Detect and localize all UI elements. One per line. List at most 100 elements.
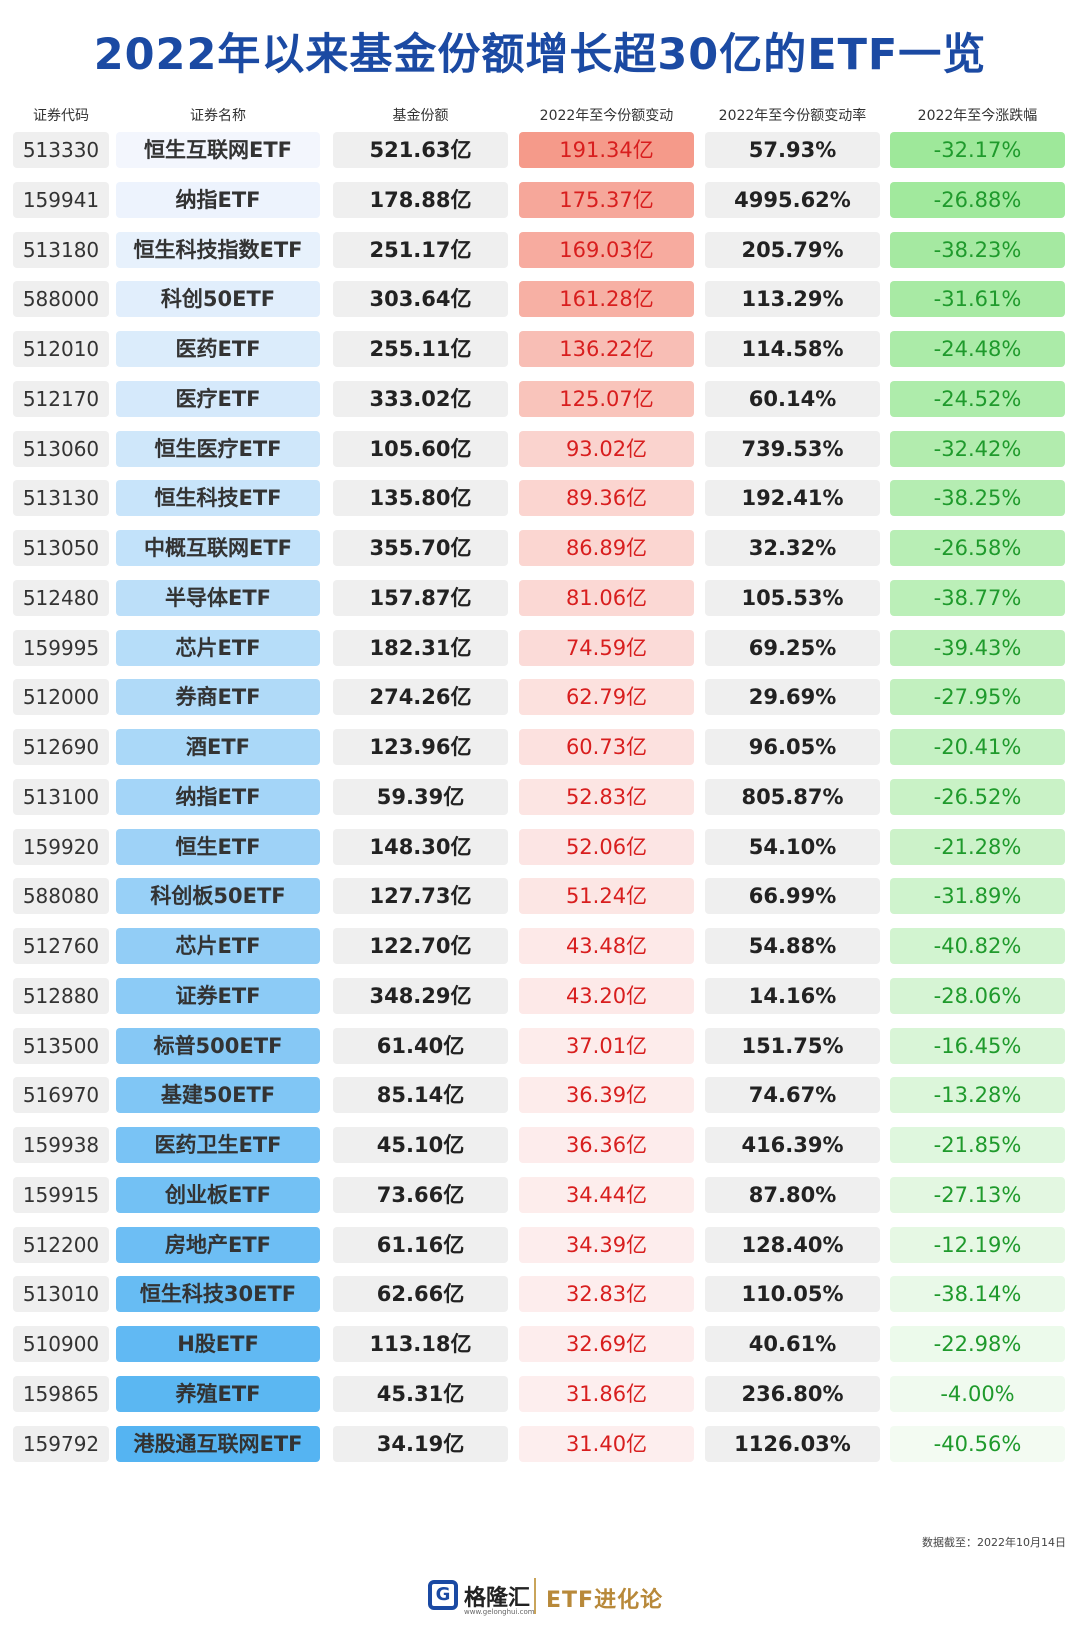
cell-share-change-rate: 14.16% (705, 977, 880, 1014)
table-row: 512760 芯片ETF 122.70亿 43.48亿 54.88% -40.82% (0, 928, 1080, 964)
cell-share-change: 34.44亿 (519, 1176, 694, 1213)
cell-name: 医药卫生ETF (116, 1127, 320, 1163)
cell-price-change: -20.41% (890, 729, 1065, 765)
cell-price-change: -31.89% (890, 878, 1065, 915)
table-row: 159915 创业板ETF 73.66亿 34.44亿 87.80% -27.13% (0, 1176, 1080, 1213)
table-row: 588000 科创50ETF 303.64亿 161.28亿 113.29% -31.61… (0, 281, 1080, 318)
cell-share-change-rate: 128.40% (705, 1226, 880, 1263)
cell-price-change: -13.28% (890, 1077, 1065, 1114)
cell-share: 45.10亿 (333, 1127, 508, 1163)
table-row: 159938 医药卫生ETF 45.10亿 36.36亿 416.39% -21.85% (0, 1127, 1080, 1163)
cell-code: 513330 (13, 132, 109, 168)
cell-share-change: 175.37亿 (519, 181, 694, 218)
header-share-change: 2022年至今份额变动 (539, 108, 674, 124)
cell-share-change-rate: 151.75% (705, 1027, 880, 1064)
cell-share: 303.64亿 (333, 281, 508, 318)
cell-code: 512760 (13, 928, 109, 964)
cell-name: H股ETF (116, 1326, 320, 1362)
cell-share-change: 32.69亿 (519, 1326, 694, 1362)
cell-name: 标普500ETF (116, 1027, 320, 1064)
table-row: 512880 证券ETF 348.29亿 43.20亿 14.16% -28.06% (0, 977, 1080, 1014)
cell-share-change: 34.39亿 (519, 1226, 694, 1263)
cell-share-change: 52.83亿 (519, 778, 694, 815)
cell-share: 62.66亿 (333, 1276, 508, 1313)
cell-share-change-rate: 54.10% (705, 828, 880, 865)
cell-code: 512480 (13, 579, 109, 616)
cell-name: 房地产ETF (116, 1226, 320, 1263)
cell-price-change: -32.42% (890, 430, 1065, 467)
table-row: 513050 中概互联网ETF 355.70亿 86.89亿 32.32% -26.58% (0, 530, 1080, 566)
cell-share-change-rate: 32.32% (705, 530, 880, 566)
cell-share: 251.17亿 (333, 231, 508, 268)
cell-share-change-rate: 114.58% (705, 331, 880, 367)
cell-price-change: -16.45% (890, 1027, 1065, 1064)
cell-code: 513130 (13, 480, 109, 517)
cell-price-change: -38.77% (890, 579, 1065, 616)
cell-share-change-rate: 96.05% (705, 729, 880, 765)
cell-share-change: 74.59亿 (519, 629, 694, 666)
cell-share-change-rate: 739.53% (705, 430, 880, 467)
cell-price-change: -40.56% (890, 1425, 1065, 1462)
cell-share: 122.70亿 (333, 928, 508, 964)
cell-share: 182.31亿 (333, 629, 508, 666)
cell-price-change: -38.25% (890, 480, 1065, 517)
cell-share-change: 43.48亿 (519, 928, 694, 964)
cell-share: 274.26亿 (333, 679, 508, 716)
cell-code: 513180 (13, 231, 109, 268)
header-share: 基金份额 (392, 108, 449, 124)
cell-code: 588000 (13, 281, 109, 318)
cell-share: 178.88亿 (333, 181, 508, 218)
cell-name: 恒生科技30ETF (116, 1276, 320, 1313)
cell-share-change-rate: 87.80% (705, 1176, 880, 1213)
cell-share-change-rate: 1126.03% (705, 1425, 880, 1462)
cell-share-change: 36.36亿 (519, 1127, 694, 1163)
cell-share: 85.14亿 (333, 1077, 508, 1114)
cell-share-change: 43.20亿 (519, 977, 694, 1014)
cell-share-change-rate: 205.79% (705, 231, 880, 268)
cell-share-change: 60.73亿 (519, 729, 694, 765)
cell-name: 科创板50ETF (116, 878, 320, 915)
column-name: ETF进化论 (546, 1588, 664, 1613)
data-date-note: 数据截至：2022年10月14日 (922, 1536, 1066, 1549)
cell-share-change: 169.03亿 (519, 231, 694, 268)
cell-share-change-rate: 105.53% (705, 579, 880, 616)
table-row: 512690 酒ETF 123.96亿 60.73亿 96.05% -20.41% (0, 729, 1080, 765)
cell-price-change: -21.85% (890, 1127, 1065, 1163)
table-row: 512480 半导体ETF 157.87亿 81.06亿 105.53% -38.77% (0, 579, 1080, 616)
cell-price-change: -39.43% (890, 629, 1065, 666)
table-row: 588080 科创板50ETF 127.73亿 51.24亿 66.99% -31.89% (0, 878, 1080, 915)
cell-share-change-rate: 192.41% (705, 480, 880, 517)
cell-share-change: 52.06亿 (519, 828, 694, 865)
cell-price-change: -27.13% (890, 1176, 1065, 1213)
brand-name: 格隆汇 (464, 1586, 531, 1611)
cell-code: 588080 (13, 878, 109, 915)
cell-share-change-rate: 113.29% (705, 281, 880, 318)
cell-price-change: -12.19% (890, 1226, 1065, 1263)
cell-price-change: -22.98% (890, 1326, 1065, 1362)
table-row: 159792 港股通互联网ETF 34.19亿 31.40亿 1126.03% -40.5… (0, 1425, 1080, 1462)
cell-price-change: -38.23% (890, 231, 1065, 268)
cell-name: 恒生科技ETF (116, 480, 320, 517)
cell-share-change: 136.22亿 (519, 331, 694, 367)
cell-share-change: 36.39亿 (519, 1077, 694, 1114)
cell-share-change-rate: 416.39% (705, 1127, 880, 1163)
footer-divider (534, 1578, 536, 1614)
cell-share-change-rate: 110.05% (705, 1276, 880, 1313)
cell-price-change: -27.95% (890, 679, 1065, 716)
cell-code: 510900 (13, 1326, 109, 1362)
cell-name: 纳指ETF (116, 778, 320, 815)
cell-name: 半导体ETF (116, 579, 320, 616)
cell-share: 521.63亿 (333, 132, 508, 168)
cell-code: 513050 (13, 530, 109, 566)
cell-code: 159995 (13, 629, 109, 666)
brand-logo-icon: G (428, 1580, 458, 1610)
cell-name: 酒ETF (116, 729, 320, 765)
cell-code: 513060 (13, 430, 109, 467)
cell-code: 513100 (13, 778, 109, 815)
footer: G 格隆汇 www.gelonghui.com ETF进化论 (0, 1576, 1080, 1620)
cell-share: 355.70亿 (333, 530, 508, 566)
cell-name: 芯片ETF (116, 928, 320, 964)
cell-price-change: -26.88% (890, 181, 1065, 218)
cell-share: 127.73亿 (333, 878, 508, 915)
cell-share: 113.18亿 (333, 1326, 508, 1362)
